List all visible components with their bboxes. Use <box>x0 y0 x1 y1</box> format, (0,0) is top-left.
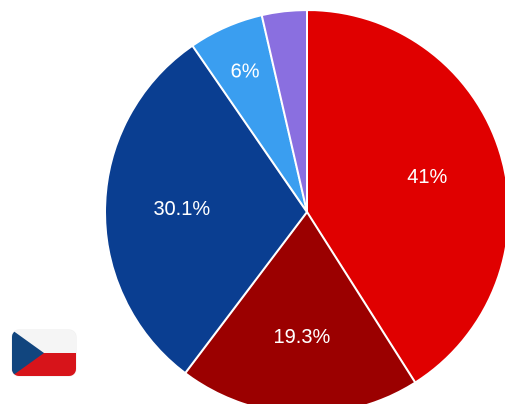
pie-slice-2 <box>183 210 417 404</box>
pie-slice-label-4: 6% <box>231 61 260 83</box>
pie-slice-label-1: 41% <box>407 166 447 188</box>
pie-slice-label-2: 19.3% <box>274 326 331 348</box>
pie-labels: 41% 19.3% 30.1% 6% <box>153 61 447 349</box>
pie-slice-label-3: 30.1% <box>153 198 210 220</box>
pie-slices <box>104 8 505 404</box>
pie-slice-5 <box>260 8 308 213</box>
pie-slice-3 <box>104 44 309 375</box>
czech-flag-icon <box>12 330 76 376</box>
